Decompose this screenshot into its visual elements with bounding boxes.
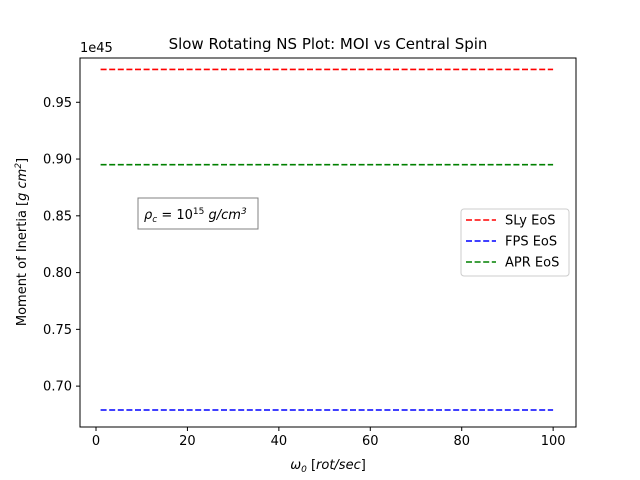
x-axis: 0 20 40 60 80 100 bbox=[92, 427, 566, 449]
annotation-text: ρc = 1015 g/cm3 bbox=[144, 207, 247, 225]
y-tick-label: 0.70 bbox=[43, 380, 72, 395]
y-tick-label: 0.75 bbox=[43, 323, 72, 338]
x-tick-label: 80 bbox=[453, 434, 470, 449]
x-tick-label: 0 bbox=[92, 434, 100, 449]
chart-title: Slow Rotating NS Plot: MOI vs Central Sp… bbox=[169, 35, 488, 53]
legend-label: FPS EoS bbox=[505, 235, 557, 250]
y-axis: 0.70 0.75 0.80 0.85 0.90 0.95 bbox=[43, 96, 80, 395]
x-tick-label: 60 bbox=[362, 434, 379, 449]
y-tick-label: 0.85 bbox=[43, 209, 72, 224]
x-axis-label: ω0 [rot/sec] bbox=[290, 458, 366, 475]
x-tick-label: 20 bbox=[179, 434, 196, 449]
y-tick-label: 0.90 bbox=[43, 153, 72, 168]
series-lines bbox=[100, 68, 554, 411]
legend: SLy EoS FPS EoS APR EoS bbox=[460, 208, 570, 277]
legend-label: APR EoS bbox=[505, 256, 559, 271]
annotation-box: ρc = 1015 g/cm3 bbox=[137, 197, 259, 230]
y-tick-label: 0.80 bbox=[43, 266, 72, 281]
x-tick-label: 100 bbox=[541, 434, 566, 449]
y-axis-label: Moment of Inertia [g cm2] bbox=[14, 158, 30, 326]
plot-area bbox=[79, 57, 577, 428]
y-offset-label: 1e45 bbox=[80, 41, 113, 56]
y-tick-label: 0.95 bbox=[43, 96, 72, 111]
x-tick-label: 40 bbox=[271, 434, 288, 449]
legend-label: SLy EoS bbox=[505, 214, 556, 229]
